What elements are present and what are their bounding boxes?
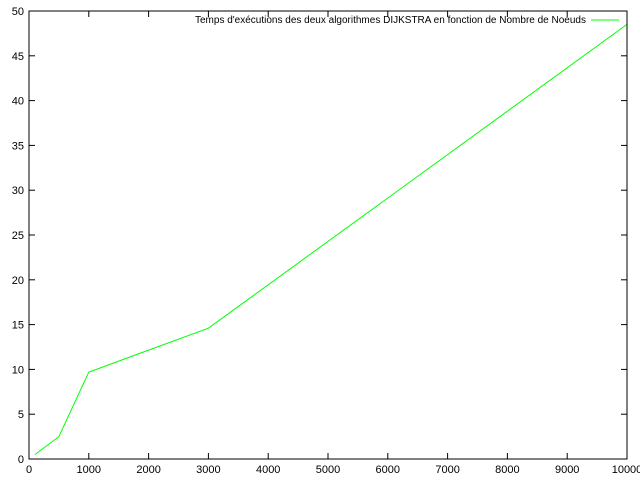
y-tick-label: 15: [12, 320, 24, 332]
x-tick-label: 5000: [316, 464, 340, 476]
x-tick-label: 4000: [256, 464, 280, 476]
y-tick-label: 35: [12, 140, 24, 152]
y-tick-label: 20: [12, 275, 24, 287]
legend: Temps d'exécutions des deux algorithmes …: [195, 15, 619, 26]
x-tick-label: 1000: [77, 464, 101, 476]
x-tick-label: 6000: [376, 464, 400, 476]
x-tick-label: 3000: [196, 464, 220, 476]
series-lines: [34, 23, 628, 455]
y-tick-label: 0: [18, 454, 24, 466]
tick-labels: 0 1000 2000 3000 4000 5000 6000 7000 8000 9000 100…: [12, 6, 640, 476]
plot-frame: [28, 10, 628, 460]
x-tick-label: 7000: [435, 464, 459, 476]
y-tick-label: 5: [18, 409, 24, 421]
y-tick-label: 45: [12, 51, 24, 63]
y-tick-label: 30: [12, 185, 24, 197]
y-tick-label: 10: [12, 364, 24, 376]
x-tick-label: 8000: [495, 464, 519, 476]
series-line: [34, 23, 628, 455]
legend-label: Temps d'exécutions des deux algorithmes …: [195, 15, 586, 26]
x-tick-label: 9000: [555, 464, 579, 476]
y-tick-label: 40: [12, 96, 24, 108]
x-tick-label: 10000: [612, 464, 640, 476]
y-tick-label: 25: [12, 230, 24, 242]
x-tick-label: 2000: [136, 464, 160, 476]
y-tick-label: 50: [12, 6, 24, 18]
x-tick-label: 0: [26, 464, 32, 476]
